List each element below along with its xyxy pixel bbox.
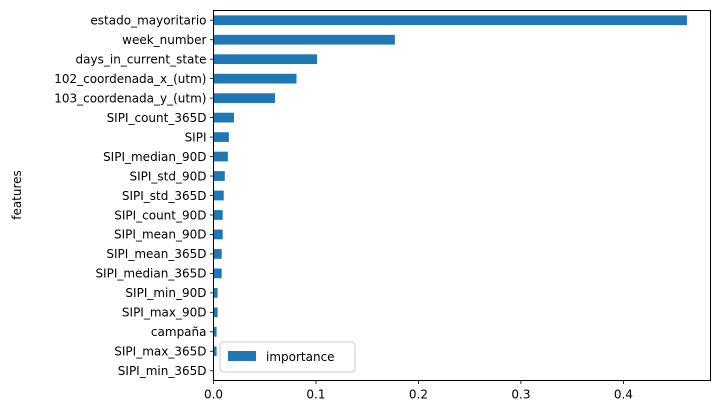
legend-label: importance [266, 350, 335, 364]
bar [213, 346, 217, 357]
bar [213, 73, 297, 84]
x-tick-label: 0.0 [204, 388, 223, 402]
y-tick-label: 102_coordenada_x_(utm) [54, 72, 206, 86]
bar [213, 54, 317, 65]
y-tick-label: SIPI_max_365D [114, 345, 206, 359]
y-tick-label: estado_mayoritario [90, 14, 206, 28]
bar [213, 132, 229, 142]
y-tick-label: 103_coordenada_y_(utm) [54, 91, 206, 105]
y-tick-label: SIPI_mean_365D [106, 247, 206, 261]
bar [213, 15, 687, 26]
bars-group [213, 15, 687, 357]
bar [213, 34, 395, 45]
y-axis-ticks: estado_mayoritario week_number days_in_cur… [54, 14, 214, 378]
y-tick-label: SIPI_median_365D [95, 267, 206, 281]
y-tick-label: SIPI_min_365D [118, 364, 207, 378]
y-tick-label: SIPI_std_90D [129, 169, 206, 183]
y-tick-label: SIPI_min_90D [125, 286, 206, 300]
y-tick-label: campaña [151, 325, 207, 339]
bar [213, 171, 225, 181]
bar [213, 229, 223, 240]
legend: importance [219, 341, 356, 373]
y-axis-title: features [10, 170, 24, 220]
bar [213, 210, 223, 220]
y-tick-label: SIPI_std_365D [122, 189, 207, 203]
y-tick-label: SIPI_median_90D [103, 150, 206, 164]
bar [213, 112, 234, 123]
x-tick-label: 0.2 [409, 388, 428, 402]
x-tick-label: 0.3 [511, 388, 530, 402]
bar [213, 249, 222, 259]
bar [213, 268, 222, 279]
bar [213, 190, 224, 201]
y-tick-label: SIPI_count_365D [107, 111, 207, 125]
y-tick-label: days_in_current_state [76, 52, 207, 66]
x-axis-ticks: 0.0 0.1 0.2 0.3 0.4 [204, 380, 633, 402]
bar [213, 151, 228, 162]
y-tick-label: SIPI_count_90D [114, 208, 206, 222]
x-tick-label: 0.4 [614, 388, 633, 402]
bar [213, 93, 275, 103]
plot-area-frame [213, 10, 711, 381]
bar [213, 326, 217, 337]
bar [213, 307, 218, 318]
x-tick-label: 0.1 [306, 388, 325, 402]
y-tick-label: SIPI_max_90D [122, 306, 207, 320]
y-tick-label: SIPI_mean_90D [114, 228, 206, 242]
legend-frame [219, 341, 356, 373]
y-tick-label: SIPI [185, 130, 207, 144]
bar [213, 288, 218, 298]
y-tick-label: week_number [122, 33, 206, 47]
legend-swatch [228, 351, 256, 361]
